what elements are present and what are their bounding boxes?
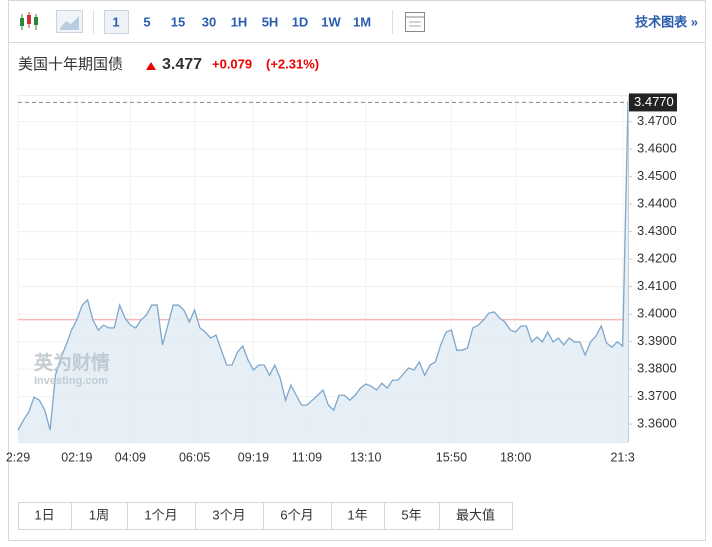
- x-tick-label: 15:50: [436, 450, 467, 464]
- watermark-site: Investing.com: [34, 375, 108, 387]
- y-tick-label: 3.4400: [637, 196, 677, 211]
- y-tick-label: 3.4700: [637, 113, 677, 128]
- y-tick-label: 3.4100: [637, 278, 677, 293]
- x-tick-label: 18:00: [500, 450, 531, 464]
- watermark-brand: 英为财情: [34, 351, 110, 374]
- x-tick-label: 11:09: [292, 450, 322, 464]
- range-label[interactable]: 1周: [89, 507, 109, 522]
- range-label[interactable]: 最大值: [456, 507, 495, 522]
- x-tick-label: 13:10: [350, 450, 381, 464]
- y-tick-label: 3.4500: [637, 168, 677, 183]
- y-tick-label: 3.4000: [637, 306, 677, 321]
- range-label[interactable]: 1年: [347, 507, 367, 522]
- price-line: [17, 102, 629, 431]
- interval-button[interactable]: 1H: [231, 14, 248, 29]
- interval-button[interactable]: 1M: [353, 14, 371, 29]
- last-price-box: [629, 93, 677, 112]
- change: +0.079: [212, 56, 252, 71]
- range-label[interactable]: 5年: [401, 507, 421, 522]
- candle-icon[interactable]: [20, 12, 38, 30]
- interval-button[interactable]: 1W: [321, 14, 341, 29]
- change-pct: (+2.31%): [266, 56, 319, 71]
- area-fill: [18, 102, 628, 443]
- y-tick-label: 3.4600: [637, 141, 677, 156]
- plot: [17, 95, 629, 443]
- x-tick-label: 02:19: [61, 450, 92, 464]
- y-tick-label: 3.3800: [637, 361, 677, 376]
- interval-button[interactable]: 1: [112, 14, 119, 29]
- interval-button[interactable]: 1D: [292, 14, 309, 29]
- table-icon[interactable]: [405, 12, 425, 32]
- x-tick-label: 06:05: [179, 450, 210, 464]
- x-tick-label: 2:29: [6, 450, 30, 464]
- y-tick-label: 3.3900: [637, 333, 677, 348]
- interval-button[interactable]: 30: [202, 14, 216, 29]
- range-button[interactable]: [71, 502, 128, 530]
- range-button[interactable]: [331, 502, 385, 530]
- interval-button[interactable]: 5: [143, 14, 150, 29]
- up-arrow: [146, 62, 156, 70]
- range-label[interactable]: 1个月: [144, 507, 177, 522]
- price: 3.477: [162, 56, 202, 73]
- interval-selected: [104, 10, 129, 34]
- range-label[interactable]: 1日: [34, 507, 54, 522]
- frame: [8, 0, 706, 541]
- range-button[interactable]: [384, 502, 440, 530]
- x-tick-label: 04:09: [115, 450, 146, 464]
- y-tick-label: 3.3700: [637, 388, 677, 403]
- range-button[interactable]: [18, 502, 72, 530]
- area-icon-shape: [60, 16, 79, 30]
- range-label[interactable]: 3个月: [212, 507, 245, 522]
- x-tick-label: 09:19: [238, 450, 269, 464]
- range-label[interactable]: 6个月: [280, 507, 313, 522]
- last-price-label: 3.4770: [634, 94, 674, 109]
- x-tick-label: 21:3: [610, 450, 634, 464]
- y-tick-label: 3.4300: [637, 223, 677, 238]
- range-button[interactable]: [439, 502, 513, 530]
- interval-button[interactable]: 5H: [262, 14, 279, 29]
- instrument-name: 美国十年期国债: [18, 56, 123, 73]
- range-button[interactable]: [263, 502, 332, 530]
- y-tick-label: 3.3600: [637, 416, 677, 431]
- interval-button[interactable]: 15: [171, 14, 185, 29]
- y-tick-label: 3.4200: [637, 251, 677, 266]
- tech-chart-link[interactable]: 技术图表 »: [635, 14, 698, 29]
